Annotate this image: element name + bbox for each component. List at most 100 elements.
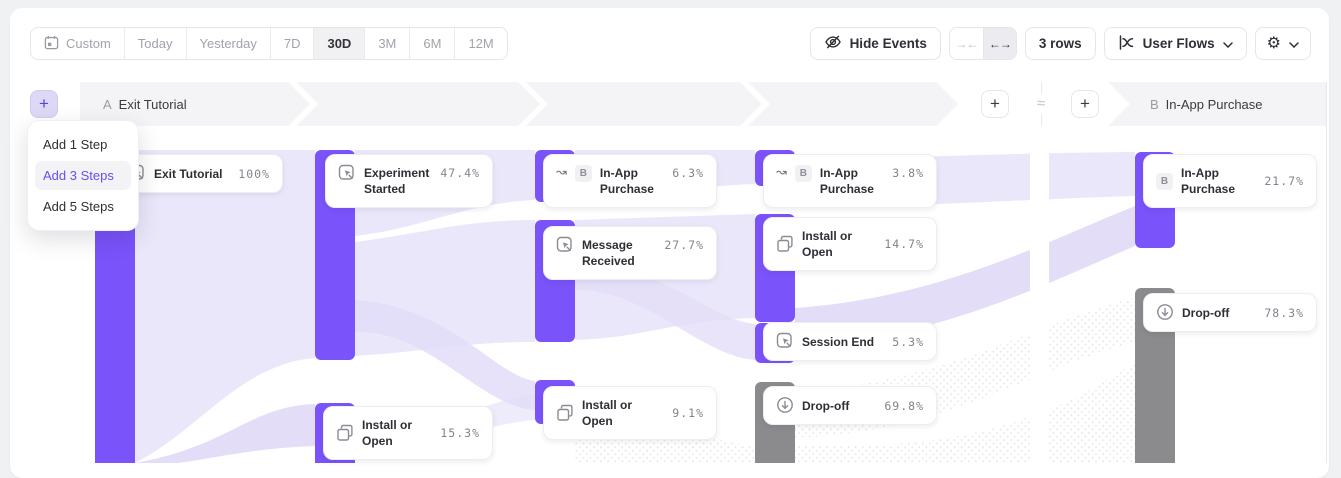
install-icon: [776, 235, 794, 253]
node-card-drop-off-69[interactable]: Drop-off 69.8%: [763, 386, 937, 425]
node-label: Session End: [802, 334, 875, 349]
section-b-header[interactable]: B In-App Purchase: [1150, 82, 1263, 126]
date-range-7d[interactable]: 7D: [269, 28, 314, 59]
date-range-12m[interactable]: 12M: [454, 28, 506, 59]
column-width-control: →← ←→: [948, 27, 1017, 60]
date-range-label: 12M: [468, 36, 494, 51]
node-card-install-or-open-14[interactable]: Install or Open 14.7%: [763, 217, 937, 271]
node-value: 6.3%: [672, 166, 704, 180]
node-card-drop-off-78[interactable]: Drop-off 78.3%: [1143, 293, 1317, 332]
event-icon: [776, 332, 794, 350]
approx-divider-icon: ≈: [1029, 94, 1053, 114]
date-range-6m[interactable]: 6M: [409, 28, 454, 59]
rows-button[interactable]: 3 rows: [1024, 27, 1096, 60]
date-range-30d[interactable]: 30D: [313, 28, 365, 59]
date-range-yesterday[interactable]: Yesterday: [185, 28, 270, 59]
settings-button[interactable]: ⚙: [1254, 27, 1311, 60]
node-card-session-end[interactable]: Session End 5.3%: [763, 322, 937, 361]
event-icon: [556, 236, 574, 254]
date-range-label: 3M: [378, 36, 397, 51]
hide-events-button[interactable]: Hide Events: [809, 27, 941, 60]
chart-right-border: [1326, 82, 1327, 463]
node-value: 69.8%: [884, 398, 924, 413]
date-range-label: Custom: [66, 36, 111, 51]
date-range-label: 30D: [327, 36, 352, 51]
install-icon: [556, 404, 574, 422]
wave-arrow-icon: ↝: [556, 164, 567, 179]
event-icon: [338, 164, 356, 182]
expand-columns-button[interactable]: ←→: [982, 28, 1016, 59]
node-label: Drop-off: [802, 398, 850, 413]
eye-off-icon: [824, 33, 842, 54]
node-value: 3.8%: [892, 166, 924, 180]
node-value: 100%: [238, 166, 270, 181]
date-range-custom[interactable]: Custom: [31, 28, 124, 59]
node-label: In-App Purchase: [819, 166, 874, 196]
node-card-exit-tutorial[interactable]: Exit Tutorial 100%: [115, 154, 283, 193]
add-steps-menu: Add 1 Step Add 3 Steps Add 5 Steps: [27, 120, 139, 231]
node-card-in-app-purchase-21[interactable]: B In-App Purchase 21.7%: [1143, 154, 1317, 208]
toolbar: Custom Today Yesterday 7D 30D 3M 6M 12M …: [30, 27, 1311, 60]
node-label: Exit Tutorial: [154, 166, 223, 181]
node-card-install-or-open-15[interactable]: Install or Open 15.3%: [323, 406, 493, 460]
node-card-in-app-purchase-3[interactable]: ↝ B In-App Purchase 3.8%: [763, 154, 937, 208]
menu-item-add-3-steps[interactable]: Add 3 Steps: [35, 161, 131, 190]
chevron-down-icon: [1289, 36, 1299, 51]
drop-off-icon: [776, 396, 794, 414]
date-range-label: 6M: [423, 36, 442, 51]
node-card-message-received[interactable]: Message Received 27.7%: [543, 226, 717, 280]
hide-events-label: Hide Events: [849, 36, 927, 51]
user-flows-page: Custom Today Yesterday 7D 30D 3M 6M 12M …: [10, 8, 1329, 478]
step-header-band: [80, 82, 1326, 126]
section-b-badge: B: [574, 165, 592, 182]
node-value: 27.7%: [664, 238, 704, 252]
calendar-icon: [44, 35, 59, 53]
menu-item-add-1-step[interactable]: Add 1 Step: [43, 137, 108, 152]
node-value: 9.1%: [672, 406, 704, 420]
node-label: In-App Purchase: [599, 166, 654, 196]
chevron-down-icon: [1222, 36, 1233, 51]
node-label: Drop-off: [1182, 305, 1230, 320]
collapse-columns-button[interactable]: →←: [950, 28, 983, 59]
section-label: Exit Tutorial: [118, 96, 187, 112]
node-value: 47.4%: [440, 166, 480, 180]
section-a-header[interactable]: A Exit Tutorial: [103, 82, 187, 126]
section-letter: B: [1150, 96, 1159, 112]
date-range-label: Today: [137, 36, 173, 51]
flows-chart-icon: [1118, 34, 1135, 54]
add-step-button-end-a[interactable]: +: [981, 90, 1009, 118]
date-range-label: Yesterday: [199, 36, 257, 51]
node-card-experiment-started[interactable]: Experiment Started 47.4%: [325, 154, 493, 208]
rows-label: 3 rows: [1038, 36, 1082, 51]
node-label: Install or Open: [362, 418, 413, 448]
node-card-in-app-purchase-6[interactable]: ↝ B In-App Purchase 6.3%: [543, 154, 717, 208]
date-range-label: 7D: [283, 36, 301, 51]
view-selector-label: User Flows: [1142, 36, 1215, 51]
node-value: 78.3%: [1264, 305, 1304, 320]
wave-arrow-icon: ↝: [776, 164, 787, 179]
node-value: 14.7%: [884, 237, 924, 251]
expand-icon: ←→: [988, 36, 1012, 51]
gear-icon: ⚙: [1266, 34, 1281, 52]
section-label: In-App Purchase: [1165, 96, 1263, 112]
view-selector-button[interactable]: User Flows: [1103, 27, 1247, 60]
section-b-badge: B: [1156, 172, 1173, 190]
section-letter: A: [103, 96, 112, 112]
node-label: Install or Open: [802, 229, 853, 259]
node-value: 5.3%: [892, 334, 924, 349]
add-step-button-left[interactable]: +: [30, 90, 58, 118]
collapse-icon: →←: [955, 36, 978, 51]
node-card-install-or-open-9[interactable]: Install or Open 9.1%: [543, 386, 717, 440]
date-range-today[interactable]: Today: [123, 28, 186, 59]
date-range-3m[interactable]: 3M: [364, 28, 409, 59]
menu-item-add-5-steps[interactable]: Add 5 Steps: [43, 199, 114, 214]
drop-off-icon: [1156, 303, 1174, 321]
node-value: 15.3%: [440, 426, 480, 440]
toolbar-right: Hide Events →← ←→ 3 rows User Flows: [809, 27, 1311, 60]
install-icon: [336, 424, 354, 442]
section-b-badge: B: [794, 165, 812, 182]
add-step-button-start-b[interactable]: +: [1071, 90, 1099, 118]
node-label: Message Received: [582, 238, 635, 268]
node-label: Install or Open: [582, 398, 633, 428]
node-value: 21.7%: [1264, 174, 1304, 188]
